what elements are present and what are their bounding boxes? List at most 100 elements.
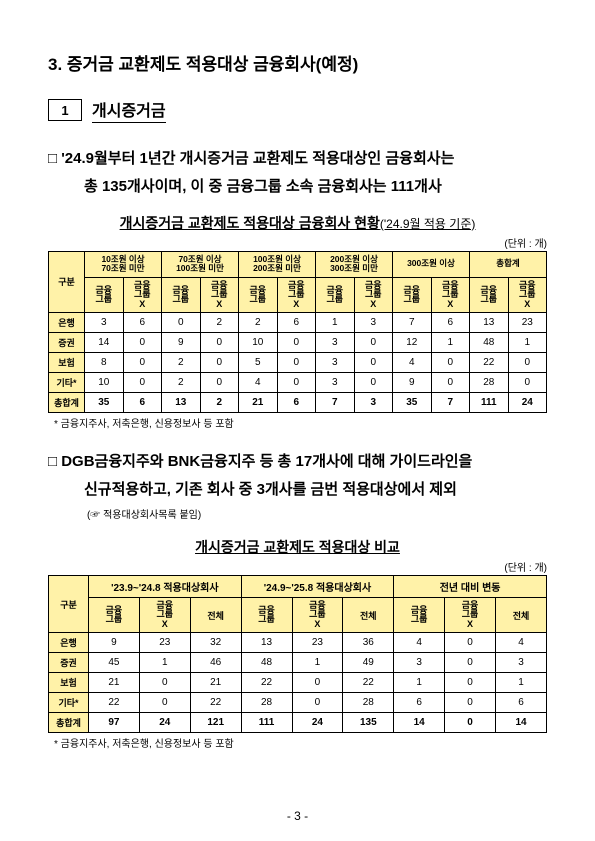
table2-caption: 개시증거금 교환제도 적용대상 비교 [48,537,547,557]
cell: 1 [431,333,470,353]
cell: 22 [241,673,292,693]
cell: 3 [85,313,124,333]
t2-sub-x: 금융그룹X [139,597,190,632]
cell: 6 [496,693,547,713]
cell: 6 [394,693,445,713]
cell: 135 [343,713,394,733]
cell: 111 [241,713,292,733]
cell: 0 [354,373,393,393]
cell: 28 [470,373,509,393]
cell: 0 [139,693,190,713]
cell: 22 [89,693,140,713]
para1-line1: □ '24.9월부터 1년간 개시증거금 교환제도 적용대상인 금융회사는 [48,150,454,167]
cell: 13 [162,393,201,413]
cell: 12 [393,333,432,353]
t1-sub-x: 금융그룹X [200,278,239,313]
subsection-label: 개시증거금 [92,97,166,123]
cell: 14 [85,333,124,353]
cell: 9 [393,373,432,393]
cell: 22 [190,693,241,713]
cell: 3 [496,653,547,673]
cell: 8 [85,353,124,373]
t2-sub-g: 금융그룹 [394,597,445,632]
row-label: 증권 [49,653,89,673]
section-title: 3. 증거금 교환제도 적용대상 금융회사(예정) [48,50,547,75]
t1-h-gubun: 구분 [49,251,85,313]
cell: 6 [123,313,162,333]
cell: 2 [239,313,278,333]
table-row: 기타*2202228028606 [49,693,547,713]
t1-range-4: 300조원 이상 [393,251,470,278]
cell: 1 [508,333,547,353]
cell: 22 [343,673,394,693]
cell: 13 [470,313,509,333]
cell: 4 [496,633,547,653]
cell: 28 [343,693,394,713]
cell: 3 [316,333,355,353]
cell: 1 [496,673,547,693]
cell: 35 [85,393,124,413]
table-row-total: 총합계97241211112413514014 [49,713,547,733]
t1-subheader-row: 금융그룹금융그룹X금융그룹금융그룹X금융그룹금융그룹X금융그룹금융그룹X금융그룹… [49,278,547,313]
cell: 14 [394,713,445,733]
cell: 111 [470,393,509,413]
t2-h-gubun: 구분 [49,575,89,632]
title-prefix: 3. 증거금 교환제도 적용대상 금융회사 [48,55,316,74]
row-label: 은행 [49,313,85,333]
cell: 0 [431,373,470,393]
cell: 3 [354,393,393,413]
para2-line2: 신규적용하고, 기존 회사 중 3개사를 금번 적용대상에서 제외 [66,481,457,498]
t1-sub-g: 금융그룹 [316,278,355,313]
cell: 13 [241,633,292,653]
table-row: 기타*10020403090280 [49,373,547,393]
t2-sub-all: 전체 [190,597,241,632]
row-label: 기타* [49,693,89,713]
cell: 0 [123,333,162,353]
t1-sub-g: 금융그룹 [162,278,201,313]
cell: 0 [277,373,316,393]
subsection-number-box: 1 [48,99,82,121]
cell: 0 [508,373,547,393]
cell: 0 [354,333,393,353]
row-label: 총합계 [49,713,89,733]
t1-range-5: 총합계 [470,251,547,278]
t2-sub-g: 금융그룹 [241,597,292,632]
t2-hdr-0: '23.9~'24.8 적용대상회사 [89,575,242,597]
cell: 0 [445,653,496,673]
t1-sub-g: 금융그룹 [85,278,124,313]
cell: 0 [277,333,316,353]
title-suffix: (예정) [316,55,359,74]
cell: 45 [89,653,140,673]
t1-range-2: 100조원 이상200조원 미만 [239,251,316,278]
cell: 4 [394,633,445,653]
table1-caption: 개시증거금 교환제도 적용대상 금융회사 현황('24.9월 적용 기준) [48,213,547,233]
cell: 9 [89,633,140,653]
t2-sub-x: 금융그룹X [292,597,343,632]
cell: 6 [123,393,162,413]
cell: 0 [354,353,393,373]
cell: 48 [470,333,509,353]
cell: 0 [123,353,162,373]
cell: 0 [292,693,343,713]
cell: 22 [470,353,509,373]
cell: 0 [123,373,162,393]
cell: 6 [277,313,316,333]
t1-sub-x: 금융그룹X [508,278,547,313]
cell: 21 [239,393,278,413]
cell: 48 [241,653,292,673]
cell: 23 [508,313,547,333]
cell: 0 [292,673,343,693]
cell: 9 [162,333,201,353]
t1-sub-x: 금융그룹X [277,278,316,313]
cell: 35 [393,393,432,413]
cell: 24 [292,713,343,733]
cell: 21 [190,673,241,693]
table-row: 증권4514648149303 [49,653,547,673]
table2-footnote: * 금융지주사, 저축은행, 신용정보사 등 포함 [48,735,547,750]
table-row: 은행92332132336404 [49,633,547,653]
cell: 0 [445,633,496,653]
cell: 3 [394,653,445,673]
cell: 0 [445,673,496,693]
cell: 32 [190,633,241,653]
cell: 97 [89,713,140,733]
